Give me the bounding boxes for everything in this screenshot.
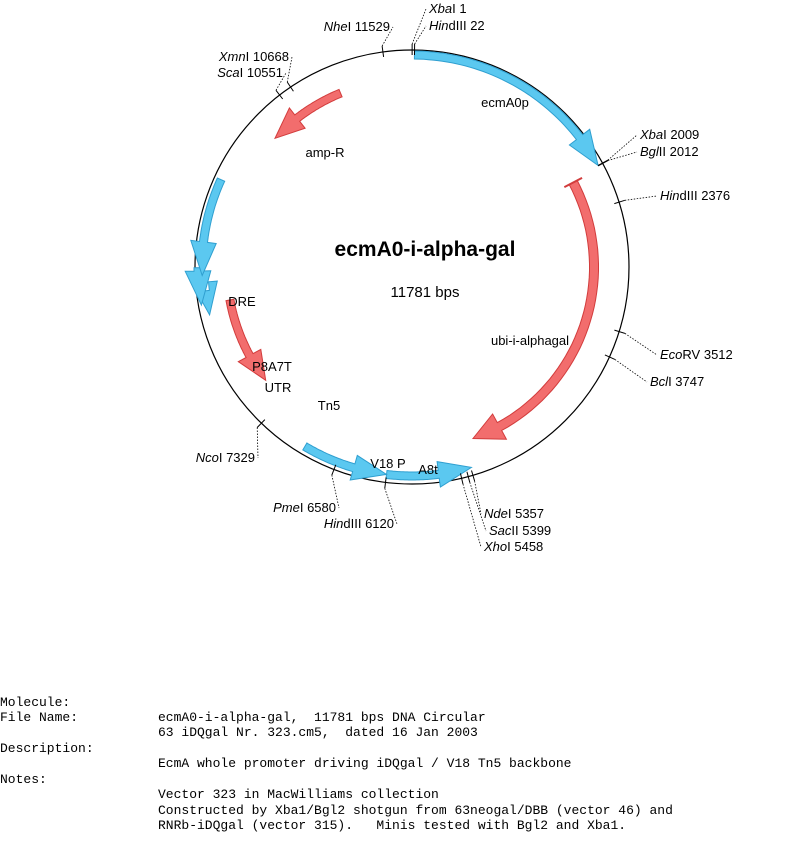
map-title: ecmA0-i-alpha-gal — [335, 238, 516, 261]
site-leader — [625, 196, 657, 200]
site-leader — [475, 481, 481, 514]
notes-row: Notes: Vector 323 in MacWilliams collect… — [0, 757, 800, 772]
feature-arrow-ubi-i-alphagal — [473, 180, 599, 439]
feature-label: P8A7T — [252, 359, 292, 374]
site-label-ecorv: EcoRV 3512 — [660, 347, 733, 362]
site-tick — [287, 82, 293, 91]
site-label-hindiii: HindIII 2376 — [660, 188, 730, 203]
site-label-hindiii: HindIII 22 — [429, 18, 485, 33]
map-length: 11781 bps — [391, 284, 460, 301]
site-label-xmni: XmnI 10668 — [218, 49, 289, 64]
feature-label: A8t — [418, 462, 438, 477]
site-label-bcli: BclI 3747 — [650, 374, 704, 389]
description-key: Description: — [0, 741, 94, 756]
notes-key: Notes: — [0, 772, 47, 787]
site-leader — [625, 333, 657, 355]
plasmid-map: XbaI 1 HindIII 22 XbaI 2009 BglII 2012 HindI… — [0, 0, 800, 600]
site-leader — [412, 9, 426, 44]
feature-label: DRE — [228, 294, 256, 309]
site-leader — [463, 484, 481, 547]
feature-label: V18 P — [370, 456, 405, 471]
site-label-xbai: XbaI 2009 — [639, 127, 699, 142]
feature-label: UTR — [265, 380, 292, 395]
site-leader — [415, 26, 426, 44]
site-label-pmei: PmeI 6580 — [273, 500, 336, 515]
site-label-sacii: SacII 5399 — [489, 523, 551, 538]
feature-arrow-amp-r — [275, 89, 342, 138]
notes-line-2: Constructed by Xba1/Bgl2 shotgun from 63… — [0, 788, 800, 803]
feature-label: ubi-i-alphagal — [491, 333, 569, 348]
site-label-bglii: BglII 2012 — [640, 144, 699, 159]
molecule-row: Molecule: ecmA0-i-alpha-gal, 11781 bps D… — [0, 680, 800, 695]
site-label-ncoi: NcoI 7329 — [196, 450, 255, 465]
features — [185, 51, 598, 487]
site-label-nhei: NheI 11529 — [324, 19, 390, 34]
notes-construction-cont: RNRb-iDQgal (vector 315). Minis tested w… — [158, 818, 626, 833]
feature-label: ecmA0p — [481, 95, 529, 110]
site-leader — [257, 428, 258, 458]
description-row: Description: EcmA whole promoter driving… — [0, 726, 800, 741]
filename-key: File Name: — [0, 710, 78, 725]
info-block: Molecule: ecmA0-i-alpha-gal, 11781 bps D… — [0, 680, 800, 818]
site-label-xhoi: XhoI 5458 — [483, 539, 543, 554]
site-label-ndei: NdeI 5357 — [484, 506, 544, 521]
filename-row: File Name: 63 iDQgal Nr. 323.cm5, dated … — [0, 695, 800, 710]
site-label-xbai: XbaI 1 — [428, 1, 467, 16]
site-tick — [385, 477, 386, 488]
site-label-hindiii: HindIII 6120 — [324, 516, 394, 531]
site-leader — [615, 359, 647, 382]
molecule-value: ecmA0-i-alpha-gal, 11781 bps DNA Circula… — [158, 710, 486, 725]
notes-line-3: RNRb-iDQgal (vector 315). Minis tested w… — [0, 803, 800, 818]
feature-label: amp-R — [305, 145, 344, 160]
site-label-scai: ScaI 10551 — [217, 65, 283, 80]
feature-label: Tn5 — [318, 398, 340, 413]
